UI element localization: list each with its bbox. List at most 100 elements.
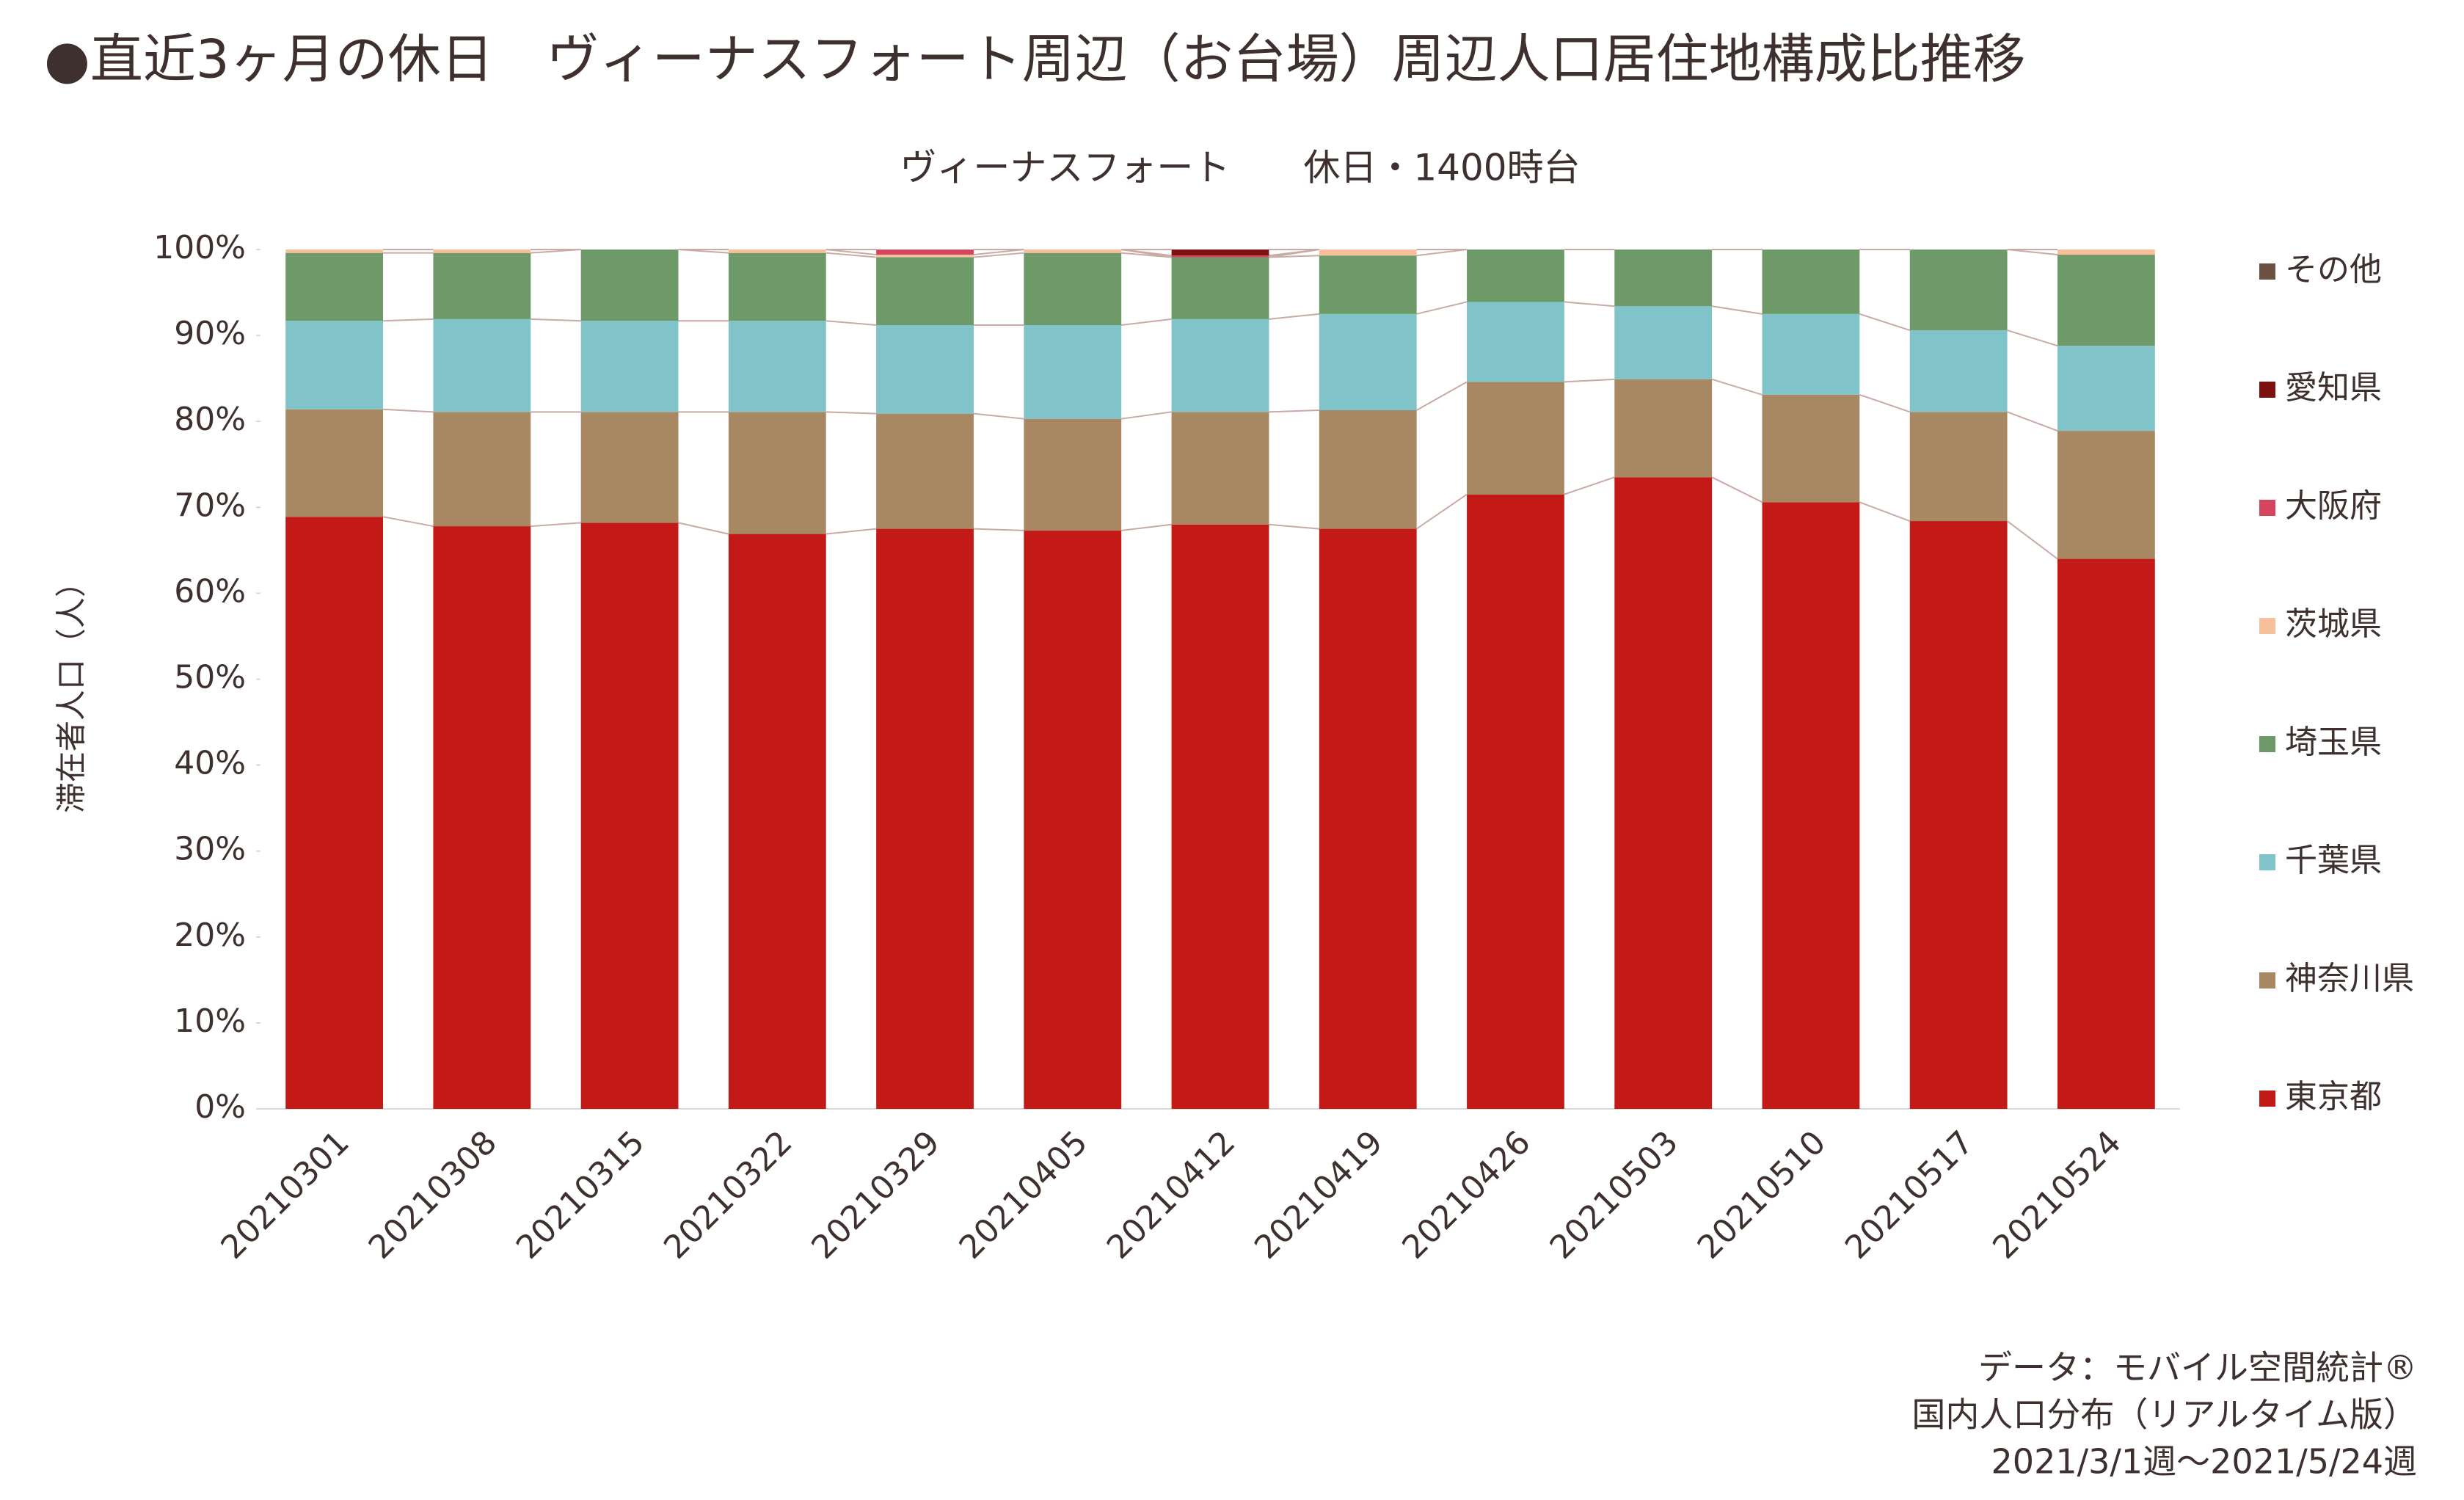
y-tick-label: 40%	[174, 745, 246, 782]
bar-segment	[1319, 255, 1417, 314]
bar-segment	[285, 250, 384, 253]
series-line	[1269, 409, 1319, 413]
bar-segment	[1614, 306, 1713, 379]
bar-segment	[1171, 250, 1269, 256]
y-tick-label: 30%	[174, 831, 246, 868]
x-tick-label: 20210517	[1838, 1124, 1980, 1266]
bar-segment	[728, 412, 826, 534]
bar-segment	[1909, 250, 2008, 331]
y-tick-label: 0%	[194, 1088, 246, 1126]
bar-segment	[1024, 325, 1122, 419]
legend-label: その他	[2285, 251, 2382, 288]
series-line	[1269, 313, 1319, 320]
bar-segment	[1319, 528, 1417, 1109]
bar-segment	[433, 526, 531, 1109]
series-line	[825, 320, 877, 327]
bar-segment	[876, 255, 974, 258]
legend-label: 大阪府	[2285, 487, 2382, 525]
legend-label: 東京都	[2285, 1078, 2382, 1115]
bar-segment	[433, 250, 531, 253]
bar-segment	[1319, 250, 1417, 256]
x-tick-label: 20210503	[1543, 1124, 1685, 1266]
bar-segment	[580, 412, 679, 523]
bar-segment	[1762, 250, 1860, 314]
series-line	[1269, 249, 1319, 257]
series-line	[382, 516, 434, 528]
series-line	[973, 252, 1024, 258]
bar-segment	[1467, 302, 1564, 382]
bar-segment	[1909, 330, 2008, 412]
x-tick-label: 20210308	[362, 1124, 504, 1266]
series-line	[2007, 411, 2058, 432]
y-axis-title: 滞在者人口（人）	[54, 567, 90, 813]
y-tick-label: 70%	[174, 487, 246, 524]
x-tick-label: 20210405	[952, 1124, 1095, 1266]
x-tick-label: 20210315	[509, 1124, 652, 1266]
bar-segment	[1909, 412, 2008, 522]
source-note: 国内人口分布（リアルタイム版）	[1911, 1395, 2417, 1435]
series-line	[1416, 249, 1468, 257]
series-line	[1859, 501, 1911, 522]
series-line	[678, 522, 729, 535]
bar-segment	[876, 250, 974, 255]
bar-segment	[1467, 382, 1564, 495]
bar-segment	[2057, 250, 2155, 255]
series-line	[1859, 313, 1911, 332]
source-note: 2021/3/1週～2021/5/24週	[1991, 1442, 2417, 1482]
legend-swatch	[2259, 382, 2275, 398]
series-line	[2007, 249, 2058, 256]
bar-segment	[1762, 313, 1860, 395]
bar-segment	[1614, 379, 1713, 478]
bar-segment	[580, 321, 679, 412]
series-line	[825, 528, 877, 535]
bar-segment	[876, 528, 974, 1109]
bar-segment	[433, 412, 531, 527]
bar-segment	[876, 325, 974, 414]
legend-swatch	[2259, 854, 2275, 870]
y-tick-label: 50%	[174, 659, 246, 696]
series-line	[1859, 393, 1911, 413]
series-line	[2006, 520, 2058, 560]
bar-segment	[1762, 394, 1860, 503]
bar-segment	[2057, 255, 2155, 346]
bar-segment	[285, 252, 384, 321]
series-line	[1416, 381, 1468, 411]
bar-segment	[285, 321, 384, 409]
bar-segment	[728, 534, 826, 1109]
legend-swatch	[2259, 263, 2275, 280]
legend-label: 千葉県	[2285, 842, 2382, 879]
bar-segment	[1614, 250, 1713, 307]
series-line	[1121, 318, 1172, 327]
y-tick-label: 10%	[174, 1002, 246, 1040]
bar-segment	[2057, 431, 2155, 559]
bar-segment	[1024, 250, 1122, 253]
bar-segment	[1171, 255, 1269, 258]
bar-segment	[728, 250, 826, 253]
bar-segment	[1171, 318, 1269, 412]
series-line	[1269, 255, 1319, 258]
x-tick-label: 20210510	[1691, 1124, 1833, 1266]
x-tick-label: 20210419	[1247, 1124, 1390, 1266]
bar-segment	[1024, 530, 1122, 1109]
y-tick-label: 80%	[174, 401, 246, 438]
bar-segment	[2057, 558, 2155, 1109]
bar-segment	[1171, 412, 1269, 525]
series-line	[531, 522, 581, 528]
series-line	[382, 408, 434, 413]
series-line	[1564, 476, 1615, 495]
bar-segment	[876, 413, 974, 529]
series-line	[825, 252, 877, 258]
bar-segment	[285, 409, 384, 517]
series-line	[1121, 249, 1172, 257]
chart-subtitle: ヴィーナスフォート 休日・1400時台	[900, 147, 1580, 189]
y-tick-label: 20%	[174, 917, 246, 954]
bar-segment	[1467, 494, 1564, 1109]
bar-segment	[285, 517, 384, 1109]
series-line	[1564, 301, 1615, 307]
series-line	[531, 318, 581, 322]
series-line	[825, 411, 877, 415]
bar-segment	[433, 252, 531, 319]
legend-swatch	[2259, 1091, 2275, 1107]
series-line	[973, 412, 1024, 420]
